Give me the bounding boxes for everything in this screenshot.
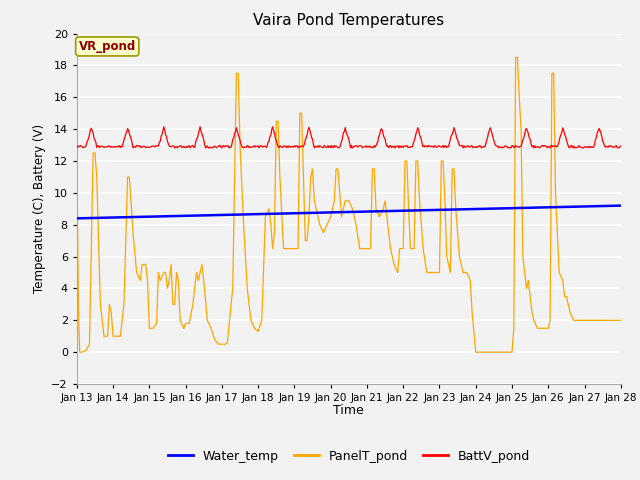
Y-axis label: Temperature (C), Battery (V): Temperature (C), Battery (V) — [33, 124, 45, 293]
Text: VR_pond: VR_pond — [79, 40, 136, 53]
Legend: Water_temp, PanelT_pond, BattV_pond: Water_temp, PanelT_pond, BattV_pond — [163, 444, 535, 468]
Title: Vaira Pond Temperatures: Vaira Pond Temperatures — [253, 13, 444, 28]
X-axis label: Time: Time — [333, 405, 364, 418]
